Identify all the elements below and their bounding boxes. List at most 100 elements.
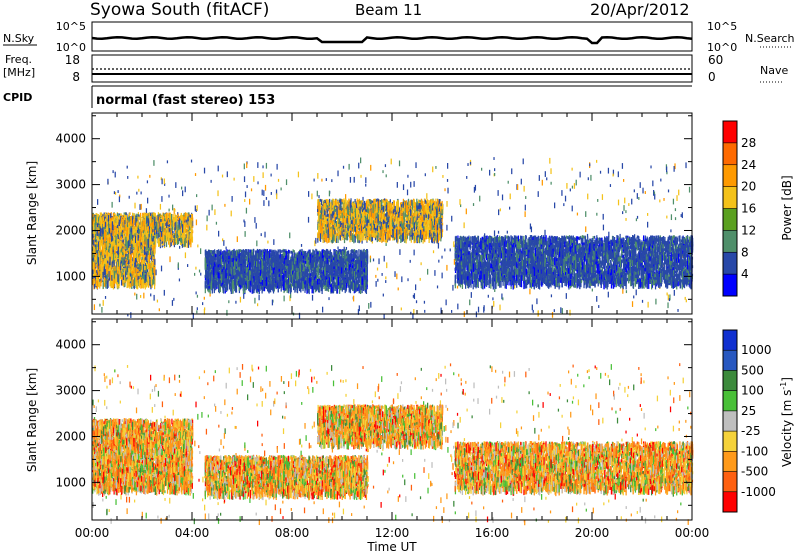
scatter-cell (211, 204, 213, 211)
scatter-cell (135, 232, 137, 236)
nave-tick-top: 60 (708, 53, 723, 67)
scatter-cell (102, 269, 104, 278)
scatter-cell (94, 240, 97, 247)
scatter-cell (145, 247, 147, 256)
scatter-cell (499, 208, 501, 212)
scatter-cell (130, 260, 133, 266)
scatter-cell (631, 301, 634, 307)
scatter-cell (345, 247, 348, 250)
scatter-cell (103, 262, 105, 266)
scatter-cell (123, 216, 125, 226)
scatter-cell (415, 300, 418, 304)
scatter-cell (175, 182, 177, 188)
scatter-cell (636, 193, 638, 199)
scatter-cell (182, 235, 185, 245)
scatter-cell (150, 278, 152, 285)
nsearch-tick-bottom: 10^0 (707, 41, 737, 54)
scatter-cell (154, 259, 156, 265)
scatter-cell (612, 173, 614, 177)
scatter-cell (125, 271, 127, 278)
scatter-cell (118, 269, 120, 275)
scatter-cell (97, 199, 99, 205)
scatter-cell (566, 183, 568, 189)
scatter-cell (104, 248, 106, 255)
scatter-cell (139, 224, 141, 228)
scatter-cell (290, 292, 292, 299)
scatter-cell (311, 294, 314, 301)
scatter-cell (413, 249, 415, 256)
scatter-cell (652, 180, 654, 187)
scatter-cell (112, 255, 114, 264)
scatter-cell (653, 191, 656, 195)
scatter-cell (108, 271, 110, 280)
scatter-cell (98, 278, 100, 288)
scatter-cell (585, 211, 587, 217)
scatter-cell (151, 260, 153, 264)
scatter-cell (153, 254, 156, 260)
scatter-cell (385, 276, 387, 280)
scatter-cell (133, 247, 135, 251)
scatter-cell (667, 189, 670, 193)
scatter-cell (208, 209, 210, 216)
scatter-cell (383, 313, 385, 320)
scatter-cell (147, 233, 149, 239)
scatter-cell (666, 166, 668, 173)
freq-unit-label: [MHz] (3, 66, 35, 79)
scatter-cell (203, 309, 206, 315)
scatter-cell (104, 221, 107, 228)
scatter-cell (451, 215, 453, 222)
scatter-cell (126, 277, 128, 280)
scatter-cell (189, 214, 192, 218)
scatter-cell (106, 280, 108, 289)
scatter-cell (136, 293, 138, 300)
scatter-cell (140, 242, 142, 251)
scatter-cell (426, 193, 428, 199)
scatter-cell (118, 231, 120, 235)
scatter-cell (357, 309, 360, 315)
scatter-cell (325, 178, 327, 181)
scatter-cell (111, 269, 113, 276)
scatter-cell (102, 234, 104, 237)
scatter-cell (660, 178, 662, 182)
scatter-cell (136, 230, 139, 233)
beam-title: Beam 11 (355, 1, 422, 19)
scatter-cell (538, 175, 540, 181)
scatter-cell (150, 223, 152, 227)
scatter-cell (92, 257, 95, 261)
scatter-cell (194, 173, 197, 176)
scatter-cell (337, 170, 339, 177)
scatter-cell (218, 230, 220, 237)
scatter-cell (127, 313, 129, 317)
scatter-cell (117, 255, 120, 258)
scatter-cell (150, 265, 152, 269)
scatter-cell (638, 197, 640, 200)
scatter-cell (125, 251, 127, 254)
scatter-cell (97, 227, 99, 230)
scatter-cell (130, 258, 133, 262)
scatter-cell (654, 193, 656, 200)
scatter-cell (666, 171, 668, 175)
scatter-cell (511, 168, 513, 175)
scatter-cell (140, 259, 143, 263)
scatter-cell (125, 214, 127, 223)
scatter-cell (98, 221, 100, 225)
scatter-cell (565, 293, 567, 299)
scatter-cell (143, 247, 145, 251)
scatter-cell (401, 276, 403, 283)
scatter-cell (676, 195, 678, 201)
scatter-cell (402, 184, 405, 191)
scatter-cell (100, 252, 102, 256)
scatter-cell (608, 231, 610, 238)
scatter-cell (447, 187, 449, 194)
scatter-cell (93, 239, 95, 246)
scatter-cell (136, 232, 138, 236)
scatter-cell (109, 270, 112, 274)
scatter-cell (111, 221, 114, 230)
scatter-cell (134, 277, 136, 287)
scatter-cell (432, 166, 434, 173)
nsearch-tick-top: 10^5 (707, 20, 737, 33)
scatter-cell (121, 221, 123, 231)
scatter-cell (92, 231, 94, 240)
scatter-cell (585, 226, 587, 233)
scatter-cell (470, 292, 472, 298)
